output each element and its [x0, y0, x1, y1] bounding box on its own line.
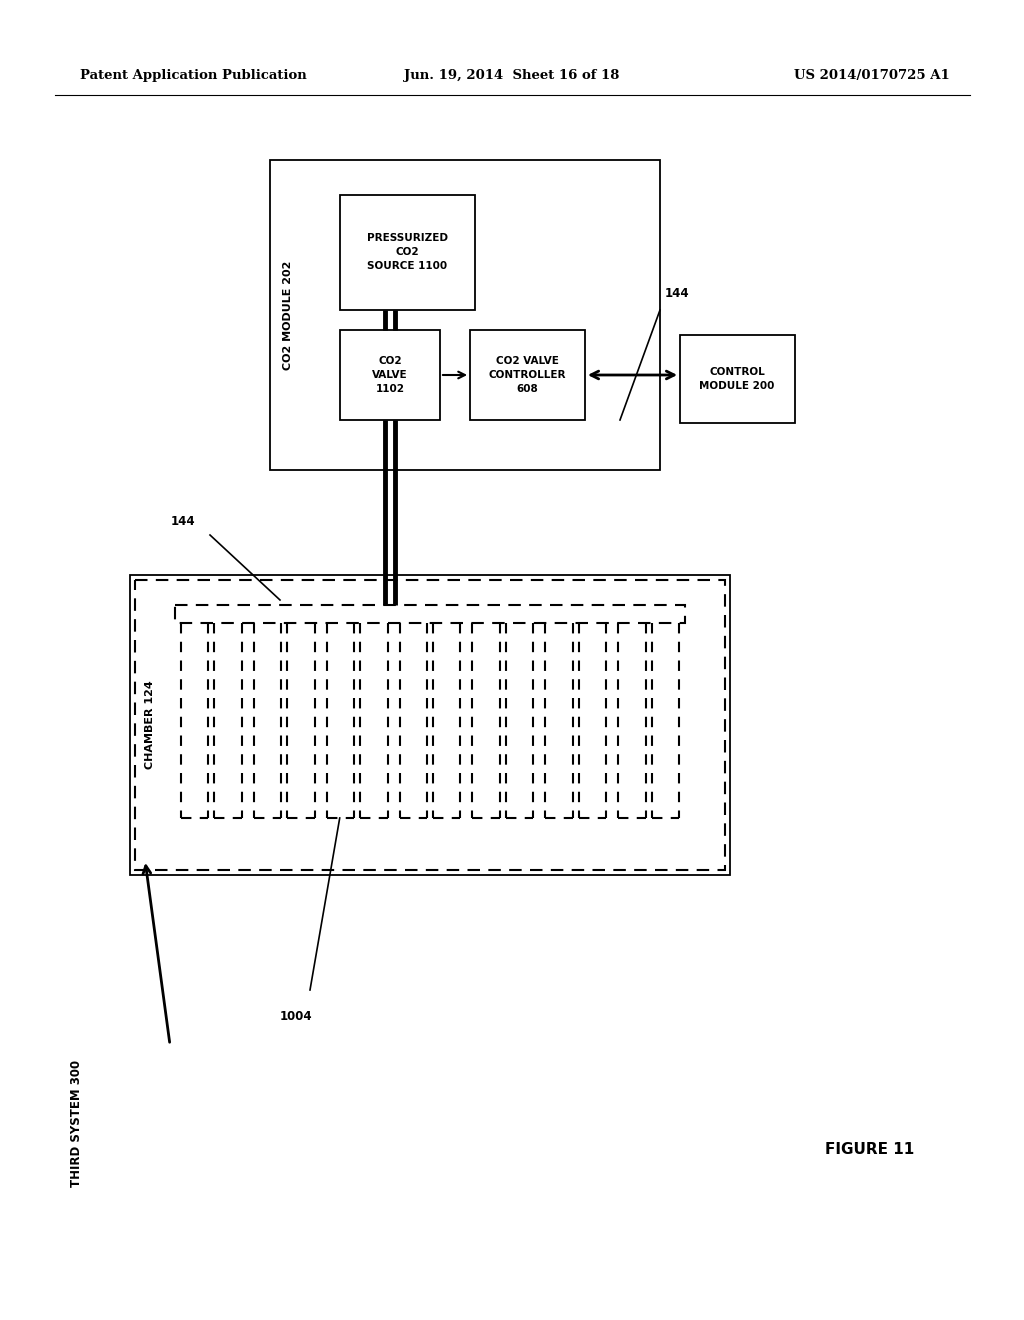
Bar: [130, 576, 730, 875]
Text: US 2014/0170725 A1: US 2014/0170725 A1: [795, 69, 950, 82]
Text: THIRD SYSTEM 300: THIRD SYSTEM 300: [70, 1060, 83, 1187]
Text: CONTROL
MODULE 200: CONTROL MODULE 200: [699, 367, 775, 391]
Bar: [470, 330, 585, 420]
Text: FIGURE 11: FIGURE 11: [825, 1143, 914, 1158]
Text: 144: 144: [665, 286, 689, 300]
Bar: [680, 335, 795, 422]
Bar: [135, 579, 725, 870]
Text: CO2 VALVE
CONTROLLER
608: CO2 VALVE CONTROLLER 608: [488, 356, 565, 393]
Text: PRESSURIZED
CO2
SOURCE 1100: PRESSURIZED CO2 SOURCE 1100: [367, 234, 447, 271]
Text: Jun. 19, 2014  Sheet 16 of 18: Jun. 19, 2014 Sheet 16 of 18: [404, 69, 620, 82]
Bar: [340, 330, 440, 420]
Text: Patent Application Publication: Patent Application Publication: [80, 69, 307, 82]
Text: CO2 MODULE 202: CO2 MODULE 202: [283, 260, 293, 370]
Text: CHAMBER 124: CHAMBER 124: [145, 681, 155, 770]
Bar: [340, 195, 475, 310]
Text: CO2
VALVE
1102: CO2 VALVE 1102: [372, 356, 408, 393]
Bar: [270, 160, 660, 470]
Text: 144: 144: [170, 515, 195, 528]
Text: 1004: 1004: [280, 1010, 312, 1023]
Bar: [175, 605, 685, 623]
